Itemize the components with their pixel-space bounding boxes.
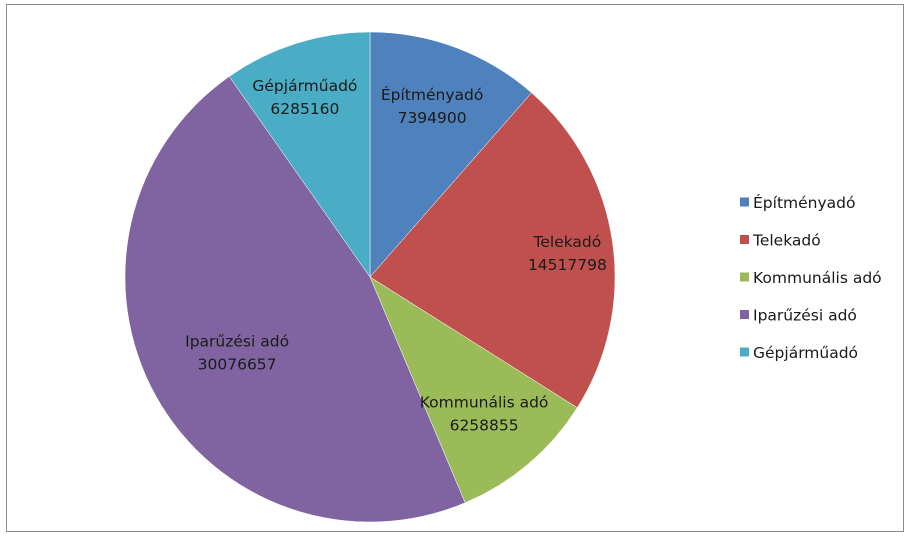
legend-swatch-5 (740, 347, 749, 357)
data-label-3: Kommunális adó 6258855 (420, 394, 549, 435)
legend-swatch-2 (740, 235, 749, 244)
legend-label-5: Gépjárműadó (753, 344, 858, 362)
pie-slices (124, 31, 616, 523)
legend-label-3: Kommunális adó (753, 269, 882, 287)
pie-slice-4 (124, 76, 466, 523)
legend-swatch-4 (740, 310, 749, 319)
data-label-1: Építményadó 7394900 (381, 85, 483, 127)
pie-slice-1 (369, 31, 532, 278)
pie-slice-3 (369, 276, 578, 504)
data-label-2: Telekadó 14517798 (528, 233, 607, 274)
legend-label-1: Építményadó (753, 193, 855, 212)
data-label-4: Iparűzési adó 30076657 (185, 333, 289, 374)
legend-label-2: Telekadó (752, 232, 821, 250)
legend: Építményadó Telekadó Kommunális adó Iparűzé… (740, 193, 882, 362)
slice-labels: Építményadó 7394900 Telekadó 14517798 Kommun… (185, 77, 607, 435)
legend-swatch-1 (740, 197, 749, 207)
legend-label-4: Iparűzési adó (753, 307, 857, 325)
pie-slice-5 (228, 31, 371, 278)
pie-slice-2 (369, 92, 616, 409)
legend-swatch-3 (740, 272, 749, 282)
data-label-5: Gépjárműadó 6285160 (252, 77, 357, 118)
